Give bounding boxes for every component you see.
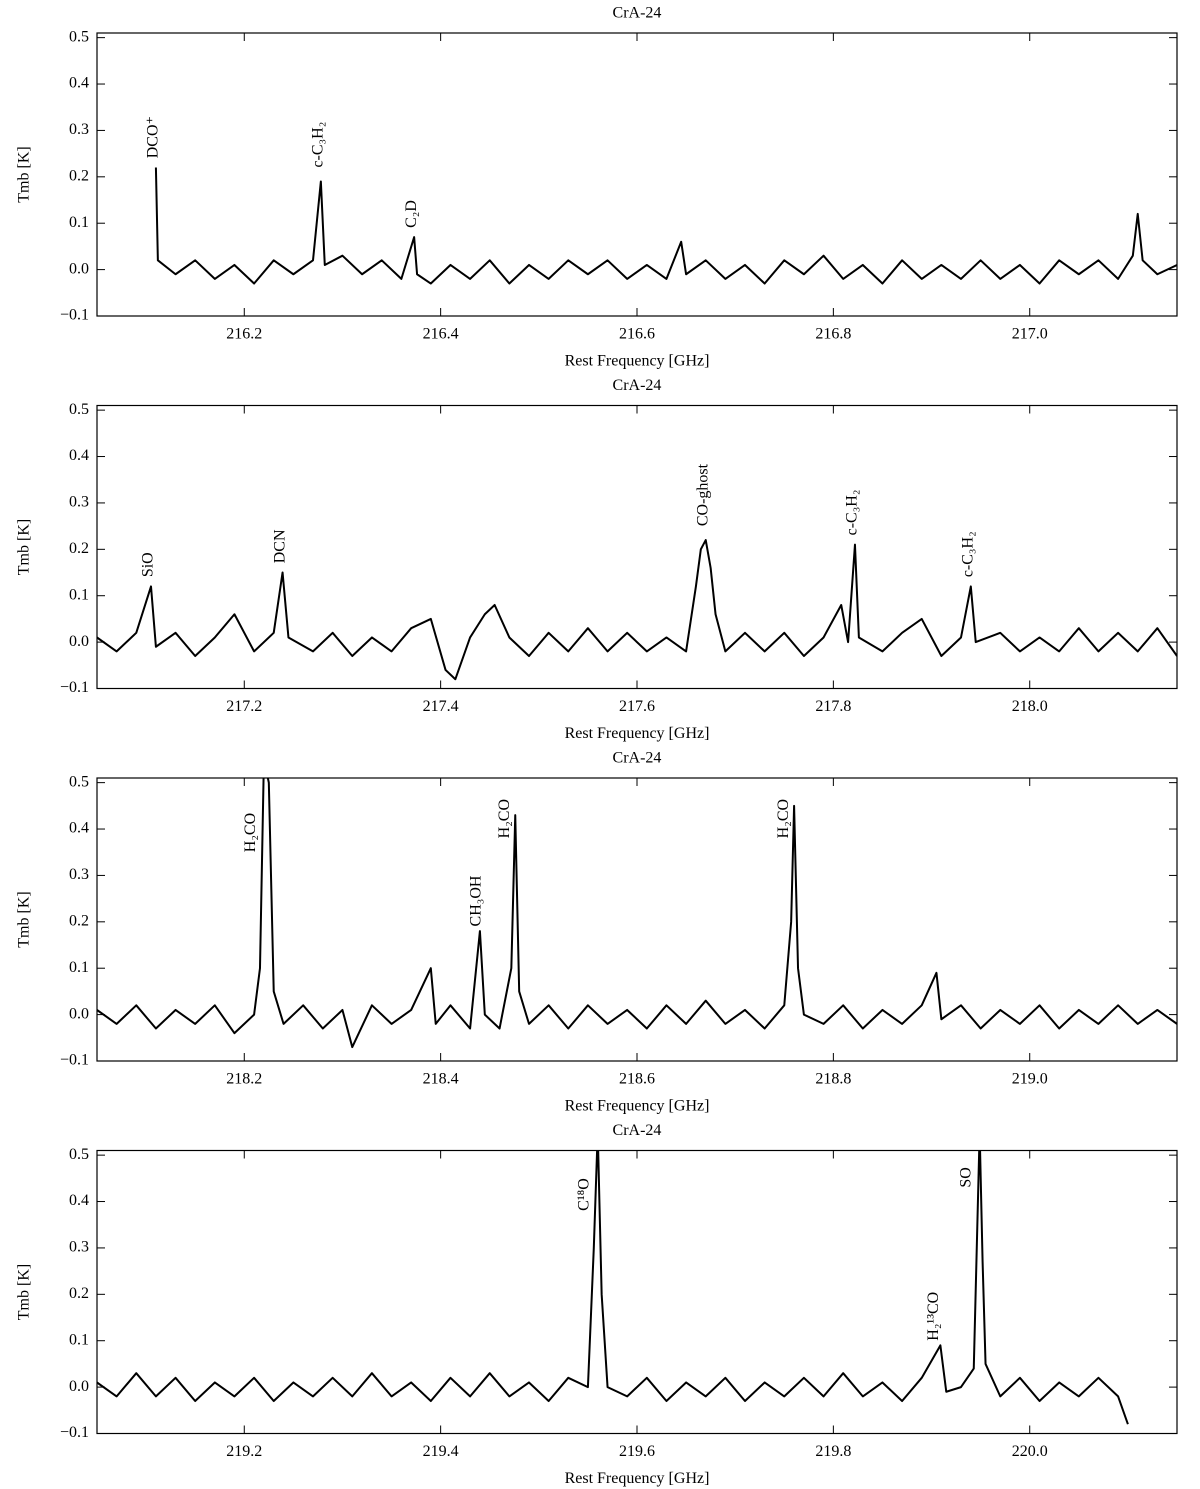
x-tick-label: 216.4 — [423, 326, 459, 343]
y-tick-label: 0.0 — [69, 1378, 89, 1395]
spectrum-line — [97, 1150, 1129, 1425]
spectrum-line — [97, 778, 1177, 1049]
x-axis-label: Rest Frequency [GHz] — [565, 725, 710, 742]
x-tick-label: 218.4 — [423, 1071, 459, 1088]
chart-title: CrA-24 — [613, 750, 662, 767]
line-label: H₂¹³CO — [925, 1292, 942, 1341]
chart-title: CrA-24 — [613, 1122, 662, 1139]
plot-frame — [96, 1149, 1178, 1435]
line-label: CH₃OH — [468, 875, 485, 926]
y-tick-label: 0.0 — [69, 633, 89, 650]
y-tick-label: 0.1 — [69, 586, 89, 603]
y-tick-label: 0.3 — [69, 494, 89, 511]
x-tick-label: 217.2 — [226, 698, 262, 715]
x-tick-label: 219.0 — [1012, 1071, 1048, 1088]
y-tick-label: 0.1 — [69, 959, 89, 976]
y-tick-label: −0.1 — [60, 307, 89, 324]
x-tick-label: 220.0 — [1012, 1443, 1048, 1460]
line-label: H₂CO — [775, 799, 792, 838]
x-tick-label: 218.6 — [619, 1071, 655, 1088]
x-tick-label: 217.6 — [619, 698, 655, 715]
y-tick-label: −0.1 — [60, 679, 89, 696]
x-tick-label: 219.6 — [619, 1443, 655, 1460]
y-tick-label: 0.3 — [69, 866, 89, 883]
line-label: SO — [958, 1167, 975, 1187]
y-tick-label: 0.2 — [69, 1285, 89, 1302]
x-tick-label: 218.2 — [226, 1071, 262, 1088]
spectrum-line — [154, 167, 1177, 285]
line-label: DCN — [271, 529, 288, 563]
line-label: C₂D — [403, 200, 420, 228]
y-tick-label: 0.2 — [69, 167, 89, 184]
y-tick-label: 0.4 — [69, 1192, 89, 1209]
y-axis-label: Tmb [K] — [16, 519, 33, 575]
x-tick-label: 216.2 — [226, 326, 262, 343]
line-label: CO-ghost — [694, 463, 711, 526]
y-tick-label: −0.1 — [60, 1424, 89, 1441]
plot-frame — [96, 32, 1178, 317]
y-tick-label: 0.3 — [69, 121, 89, 138]
y-tick-label: 0.0 — [69, 260, 89, 277]
x-axis-label: Rest Frequency [GHz] — [565, 353, 710, 370]
x-tick-label: 218.0 — [1012, 698, 1048, 715]
line-label: DCO⁺ — [145, 116, 162, 158]
x-tick-label: 216.8 — [815, 326, 851, 343]
x-tick-label: 217.4 — [423, 698, 459, 715]
chart-title: CrA-24 — [613, 377, 662, 394]
y-axis-label: Tmb [K] — [16, 1264, 33, 1320]
x-tick-label: 216.6 — [619, 326, 655, 343]
x-tick-label: 219.8 — [815, 1443, 851, 1460]
y-tick-label: 0.1 — [69, 1331, 89, 1348]
x-tick-label: 217.0 — [1012, 326, 1048, 343]
x-axis-label: Rest Frequency [GHz] — [565, 1470, 710, 1487]
y-axis-label: Tmb [K] — [16, 146, 33, 202]
y-tick-label: 0.1 — [69, 214, 89, 231]
y-tick-label: 0.0 — [69, 1005, 89, 1022]
chart-title: CrA-24 — [613, 5, 662, 22]
line-label: H₂CO — [242, 813, 259, 852]
x-tick-label: 219.2 — [226, 1443, 262, 1460]
y-tick-label: 0.2 — [69, 540, 89, 557]
y-tick-label: 0.5 — [69, 1146, 89, 1163]
y-tick-label: 0.2 — [69, 912, 89, 929]
y-axis-label: Tmb [K] — [16, 891, 33, 947]
y-tick-label: 0.5 — [69, 773, 89, 790]
y-tick-label: 0.4 — [69, 75, 89, 92]
y-tick-label: 0.5 — [69, 28, 89, 45]
x-tick-label: 219.4 — [423, 1443, 459, 1460]
line-label: H₂CO — [496, 799, 513, 838]
y-tick-label: −0.1 — [60, 1052, 89, 1069]
spectrum-line — [97, 539, 1177, 681]
x-tick-label: 218.8 — [815, 1071, 851, 1088]
y-tick-label: 0.5 — [69, 401, 89, 418]
line-label: SiO — [140, 552, 157, 577]
x-tick-label: 217.8 — [815, 698, 851, 715]
y-tick-label: 0.3 — [69, 1239, 89, 1256]
line-label: c-C₃H₂ — [310, 122, 327, 168]
x-axis-label: Rest Frequency [GHz] — [565, 1098, 710, 1115]
y-tick-label: 0.4 — [69, 820, 89, 837]
line-label: c-C₃H₂ — [960, 531, 977, 577]
line-label: c-C₃H₂ — [844, 490, 861, 536]
y-tick-label: 0.4 — [69, 447, 89, 464]
line-label: C¹⁸O — [576, 1178, 593, 1211]
